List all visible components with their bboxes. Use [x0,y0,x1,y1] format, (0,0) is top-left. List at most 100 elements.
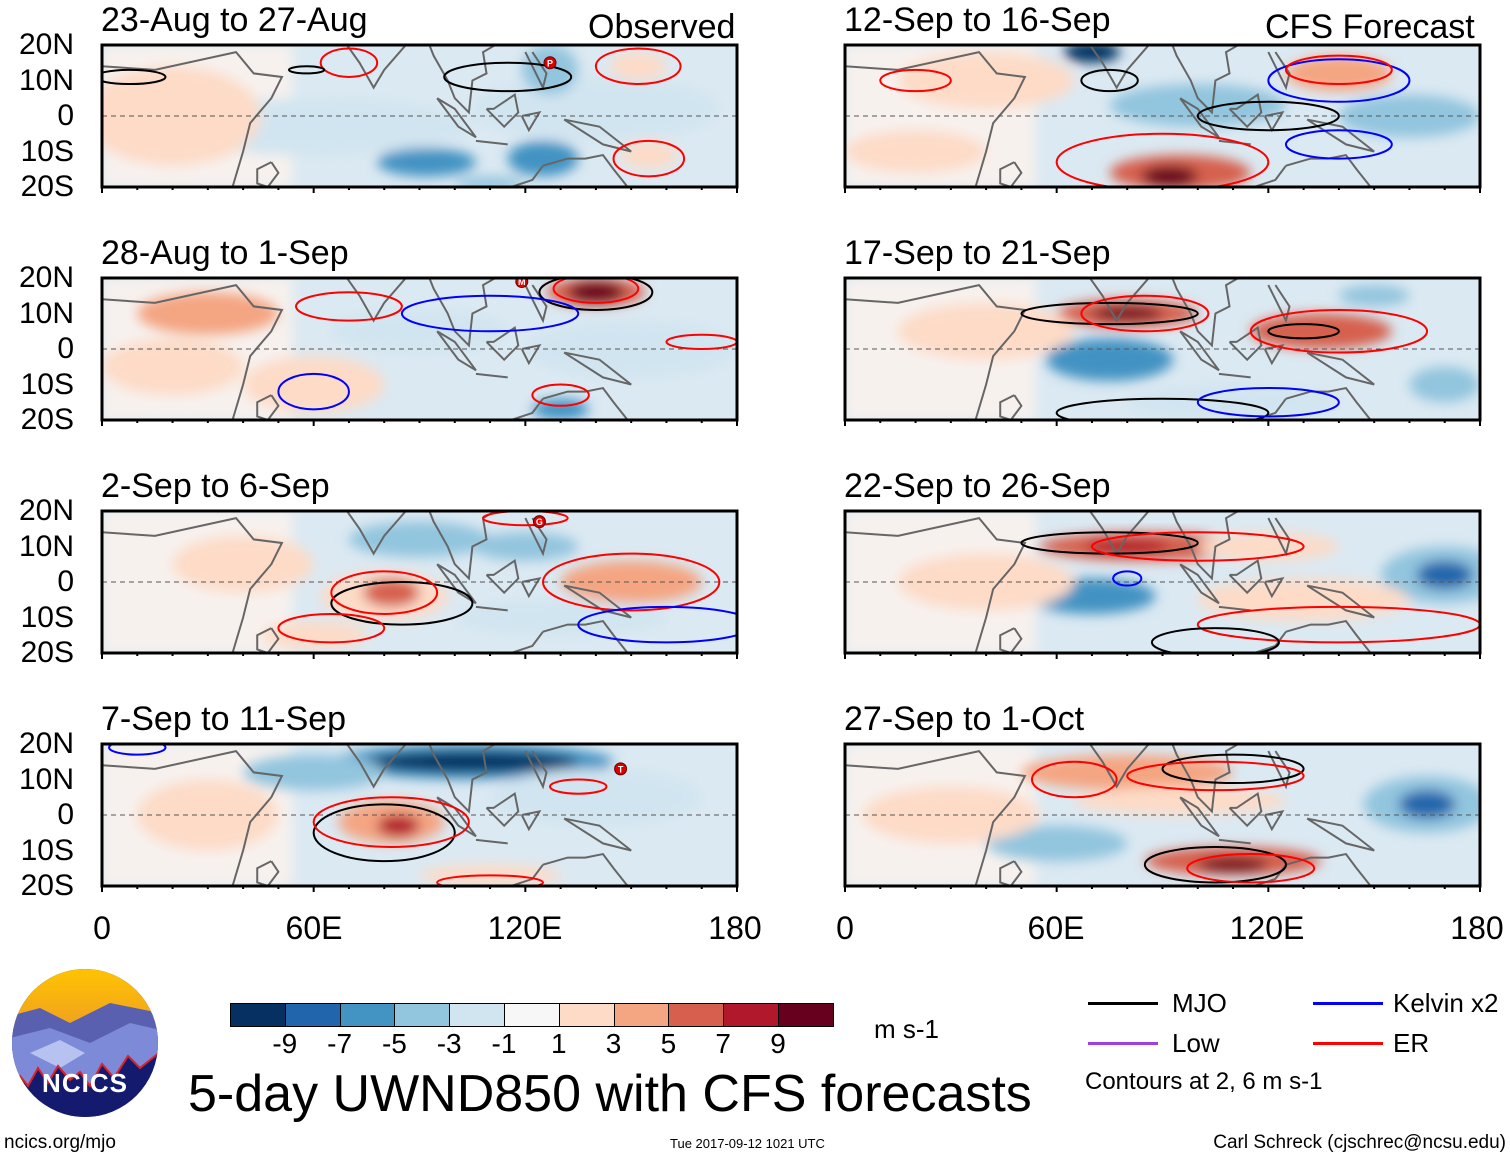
coastline [102,283,284,420]
coastline [1228,93,1263,129]
map-panel: M [100,276,739,426]
coastline [485,326,520,362]
coastline [475,372,508,379]
y-tick: 0 [57,99,74,132]
wind-anomaly-shading [1285,55,1392,92]
filtered-wind-contour [277,372,350,411]
storm-label: M [518,277,526,287]
coastline [485,559,520,595]
filtered-wind-contour [531,383,590,407]
coastline [999,394,1023,420]
panel-title: 12-Sep to 16-Sep [844,1,1111,39]
wind-anomaly-shading [366,751,579,773]
coastline [1179,330,1220,372]
coastline [256,860,280,886]
filtered-wind-contour [1112,570,1143,587]
colorbar-swatch [723,1003,779,1027]
coastline [1228,559,1263,595]
filtered-wind-contour [1126,760,1305,792]
coastline [1306,584,1375,619]
ncics-logo: NCICS [12,969,158,1117]
filtered-wind-contour [1267,58,1411,103]
coastline [436,330,477,372]
colorbar-swatch [230,1003,286,1027]
filtered-wind-contour [1267,323,1340,340]
filtered-wind-contour [330,581,474,626]
legend-label-kelvin: Kelvin x2 [1393,988,1499,1018]
wind-anomaly-shading [897,553,1075,611]
wind-anomaly-shading [243,754,385,791]
filtered-wind-contour [312,796,470,848]
coastline [563,351,632,386]
coastline [1053,278,1241,348]
wind-anomaly-shading [348,521,491,558]
filtered-wind-contour [1020,301,1199,326]
coastline [1251,631,1287,653]
figure-title: 5-day UWND850 with CFS forecasts [188,1065,1032,1123]
tropical-cyclone-icon: T [614,762,628,776]
filtered-wind-contour [1090,531,1305,562]
x-tick: 120E [487,910,563,946]
y-tick: 10S [20,134,74,168]
coastline [1228,792,1263,828]
coastline [1285,153,1372,187]
coastline [1306,351,1375,386]
wind-anomaly-shading [845,130,987,173]
coastline [1285,386,1372,420]
colorbar-swatch [504,1003,560,1027]
coastline [524,517,548,557]
filtered-wind-contour [552,278,640,304]
x-tick: 180 [708,910,762,946]
map-panel: P [100,43,739,193]
filtered-wind-contour [594,47,682,86]
panel-title: 22-Sep to 26-Sep [844,467,1111,505]
filtered-wind-contour [277,612,386,644]
panel-title: 28-Aug to 1-Sep [101,234,349,272]
filtered-wind-contour [1055,397,1270,420]
wind-anomaly-shading [1063,45,1121,63]
coastline [999,860,1023,886]
y-tick: 20N [18,261,74,294]
coastline [1053,45,1241,115]
filtered-wind-contour [400,294,580,333]
filtered-wind-contour [1161,753,1305,785]
y-tick: 10N [18,63,74,97]
filtered-wind-contour [443,61,573,93]
coastline [475,139,508,146]
y-tick: 0 [57,798,74,831]
coastline [436,97,477,139]
coastline [1179,563,1220,605]
observed-label: Observed [588,8,736,46]
coastline [1179,796,1220,838]
y-tick: 10S [20,367,74,401]
coastline [542,153,629,187]
colorbar-label: -1 [491,1028,517,1059]
x-tick: 0 [836,910,854,946]
filtered-wind-contour [1284,129,1393,160]
coastline [1263,111,1285,133]
wind-anomaly-shading [137,292,279,335]
wind-anomaly-shading [1250,313,1392,349]
coastline [542,386,629,420]
map-panel: T [100,742,739,892]
coastline [102,50,284,187]
filtered-wind-contour [1150,627,1280,653]
filtered-wind-contour [295,291,403,322]
coastline [508,165,544,187]
coastline [520,577,542,599]
y-tick: 10S [20,833,74,867]
filtered-wind-contour [1196,605,1480,644]
coastline [508,398,544,420]
filtered-wind-contour [1196,387,1340,418]
wind-anomaly-shading [1197,578,1410,622]
wind-anomaly-shading [1046,338,1174,381]
wind-anomaly-shading [862,786,1040,844]
y-tick: 10N [18,762,74,796]
filtered-wind-contour [436,874,544,886]
coastline [256,627,280,653]
footer-url[interactable]: ncics.org/mjo [4,1132,116,1153]
colorbar-swatch [778,1003,834,1027]
coastline [1263,344,1285,366]
coastline [508,864,544,886]
wind-anomaly-shading [377,815,420,837]
